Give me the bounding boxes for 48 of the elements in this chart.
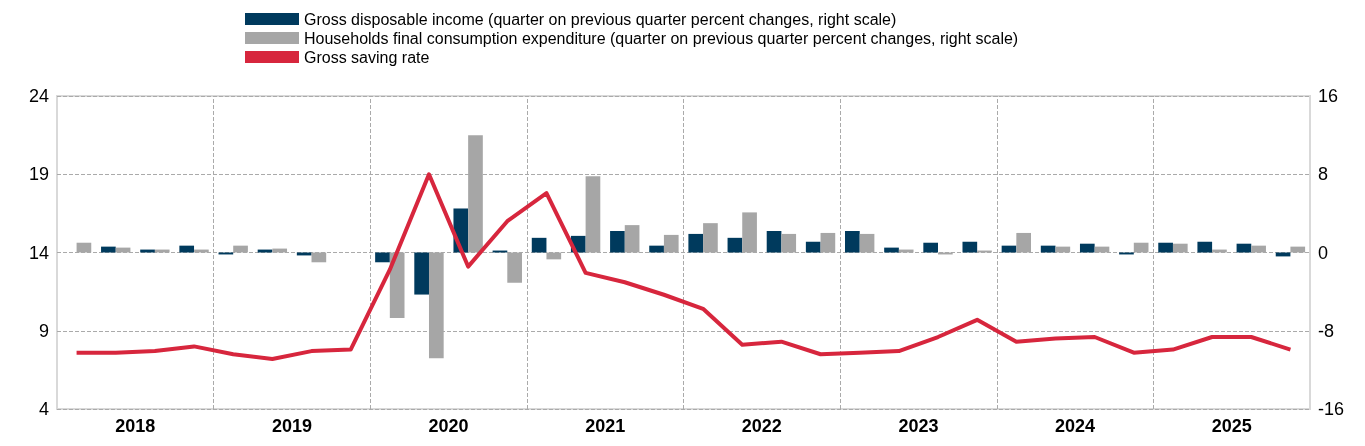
legend-label: Gross saving rate <box>304 48 430 66</box>
bar <box>140 249 155 253</box>
y2-tick-label: 8 <box>1318 164 1329 185</box>
bar <box>820 232 836 253</box>
x-tick-label: 2022 <box>741 416 782 436</box>
bar <box>1001 245 1017 253</box>
bar <box>101 246 116 253</box>
bar <box>742 212 757 253</box>
x-tick-label: 2020 <box>428 416 469 436</box>
bar <box>688 233 704 253</box>
bar <box>1197 241 1213 253</box>
x-tick-label: 2024 <box>1055 416 1096 436</box>
bar <box>257 249 273 253</box>
legend-label: Gross disposable income (quarter on previous quarter percent changes, right scale) <box>304 10 897 28</box>
y2-tick-label: -8 <box>1318 320 1335 341</box>
y2-tick-label: 0 <box>1318 242 1329 263</box>
bar <box>649 245 664 253</box>
legend-label: Households final consumption expenditure (quarter on previous quarter percent changes, right scale) <box>304 29 1019 47</box>
bar <box>923 242 939 253</box>
bar <box>1040 245 1056 253</box>
y-tick-label: 19 <box>28 164 49 185</box>
bar <box>727 237 743 253</box>
line-series <box>74 172 1293 361</box>
bar <box>1158 242 1173 253</box>
bar <box>962 241 978 253</box>
bar <box>375 252 390 263</box>
bar <box>884 247 899 253</box>
y-tick-label: 4 <box>38 399 49 419</box>
y2-tick-label: -16 <box>1318 399 1345 419</box>
x-tick-label: 2023 <box>898 416 939 436</box>
y2-tick-label: 16 <box>1318 86 1339 106</box>
bar <box>766 230 782 253</box>
bar <box>414 252 429 295</box>
bar <box>610 230 625 253</box>
x-tick-label: 2021 <box>585 416 626 436</box>
y-tick-label: 9 <box>38 320 49 341</box>
bar <box>531 237 547 253</box>
bar <box>1079 243 1095 253</box>
bar <box>1236 243 1252 253</box>
x-tick-label: 2018 <box>115 416 156 436</box>
bar <box>663 234 679 253</box>
x-tick-label: 2025 <box>1211 416 1252 436</box>
y-tick-label: 24 <box>28 86 49 106</box>
bar <box>179 245 195 253</box>
x-tick-label: 2019 <box>271 416 312 436</box>
bar <box>845 230 860 253</box>
bar <box>805 241 821 253</box>
y-tick-label: 14 <box>28 242 49 263</box>
